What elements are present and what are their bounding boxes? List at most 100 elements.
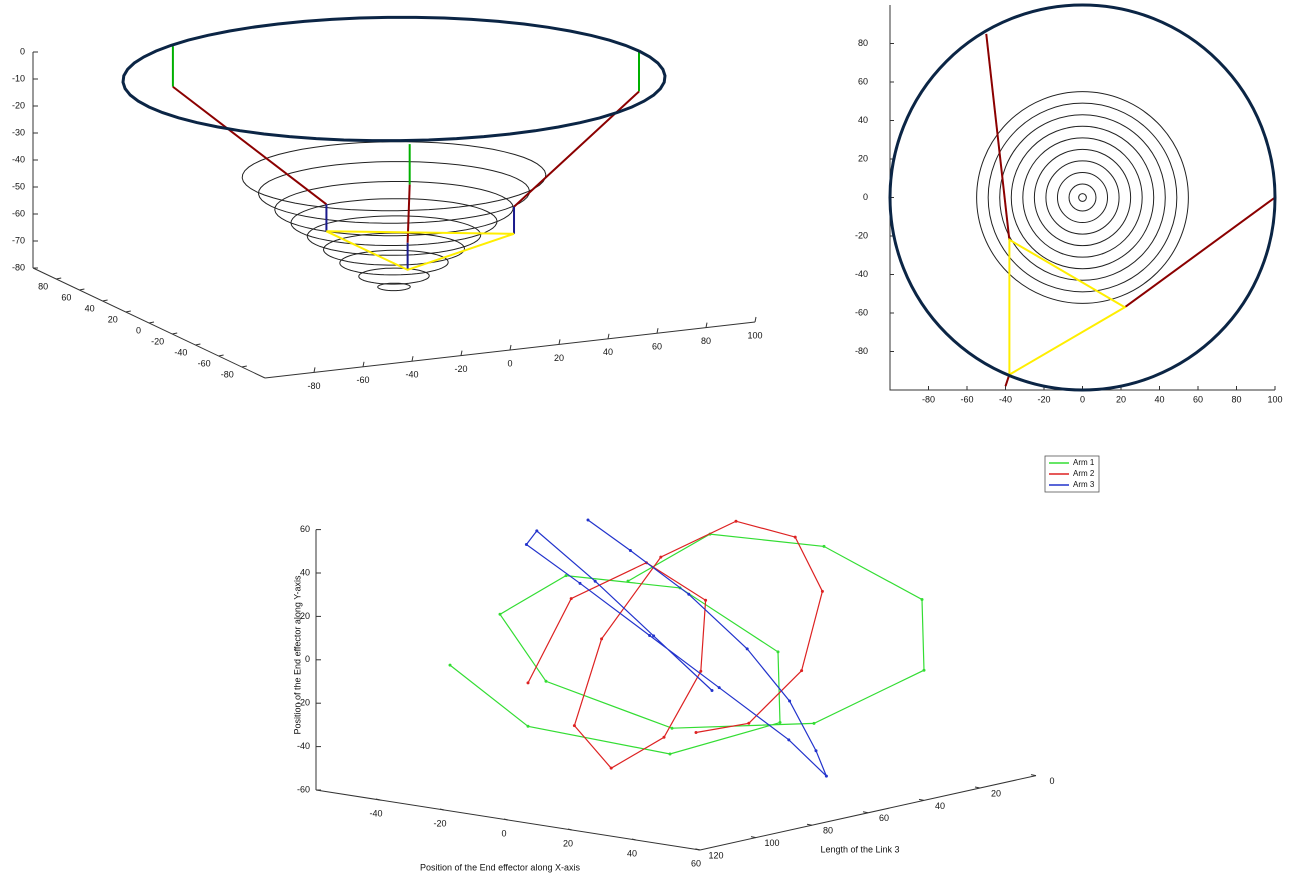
x-tick-label: -20 <box>454 364 467 374</box>
vertex-dot <box>535 529 538 532</box>
spiral-ring <box>1057 172 1107 222</box>
x-tick-label: -60 <box>356 375 369 385</box>
vertex-dot <box>687 593 690 596</box>
tick-mark <box>706 323 707 328</box>
y-tick-label: -40 <box>855 269 868 279</box>
spiral-ring <box>242 142 546 211</box>
vertex-dot <box>923 669 926 672</box>
vertex-dot <box>648 634 651 637</box>
vertex-dot <box>570 597 573 600</box>
y-tick-label: 20 <box>108 314 118 324</box>
figure: -80 -60 -40 -20 0 20 40 60 80 100 -80 -60 -40 -20 0 20 4… <box>0 0 1291 876</box>
vertex-dot <box>794 536 797 539</box>
tick-mark <box>559 339 560 344</box>
vertex-dot <box>527 725 530 728</box>
x-tick-label: 80 <box>1231 394 1241 404</box>
vertex-dot <box>746 647 749 650</box>
y-tick-label: -60 <box>198 358 211 368</box>
x-tick-label: -80 <box>307 381 320 391</box>
spiral-ring <box>977 92 1189 304</box>
legend-label: Arm 3 <box>1073 480 1095 489</box>
y-tick-label: -20 <box>151 336 164 346</box>
vertex-dot <box>587 519 590 522</box>
spiral-ring <box>988 103 1177 292</box>
vertex-dot <box>573 724 576 727</box>
y-tick-label: 60 <box>858 76 868 86</box>
tick-mark <box>1031 775 1036 776</box>
vertex-dot <box>499 613 502 616</box>
spiral-ring <box>1011 126 1153 268</box>
z-tick-label: 60 <box>879 813 889 823</box>
tick-mark <box>695 849 700 850</box>
y-tick-label: 40 <box>858 115 868 125</box>
z-tick-label: 100 <box>764 838 779 848</box>
tick-mark <box>657 328 658 333</box>
vertex-dot <box>629 549 632 552</box>
vertex-dot <box>610 767 613 770</box>
vertex-dot <box>659 556 662 559</box>
legend-label: Arm 1 <box>1073 458 1095 467</box>
tick-mark <box>975 787 980 788</box>
vertex-dot <box>600 637 603 640</box>
z-tick-label: -40 <box>12 154 25 164</box>
spiral-ring <box>1000 115 1166 281</box>
tick-mark <box>510 345 511 350</box>
y-tick-label: 0 <box>305 654 310 664</box>
base-circle <box>123 17 665 140</box>
tick-mark <box>149 322 154 323</box>
tick-mark <box>79 289 84 290</box>
vertex-dot <box>788 700 791 703</box>
arm-link <box>408 185 410 243</box>
x-tick-label: -80 <box>922 394 935 404</box>
vertex-dot <box>545 680 548 683</box>
y-tick-label: -40 <box>297 741 310 751</box>
vertex-dot <box>825 775 828 778</box>
x-tick-label: -40 <box>369 808 382 818</box>
vertex-dot <box>652 634 655 637</box>
z-tick-label: 80 <box>823 826 833 836</box>
x-tick-label: 60 <box>652 342 662 352</box>
y-tick-label: 60 <box>61 292 71 302</box>
tick-mark <box>195 344 200 345</box>
y-tick-label: 0 <box>136 325 141 335</box>
y-tick-label: -20 <box>855 230 868 240</box>
z-axis-label: Length of the Link 3 <box>820 844 899 854</box>
x-axis-label: Position of the End effector along X-axi… <box>420 862 580 872</box>
vertex-dot <box>525 543 528 546</box>
vertex-dot <box>777 650 780 653</box>
z-tick-label: -50 <box>12 181 25 191</box>
z-tick-label: 40 <box>935 801 945 811</box>
z-tick-label: -20 <box>12 100 25 110</box>
vertex-dot <box>779 721 782 724</box>
y-tick-label: -80 <box>855 346 868 356</box>
spiral-ring <box>324 233 465 265</box>
platform <box>1009 240 1124 375</box>
spiral-ring <box>1046 161 1119 234</box>
z-tick-label: -10 <box>12 73 25 83</box>
tick-mark <box>863 812 868 813</box>
vertex-dot <box>669 753 672 756</box>
vertex-dot <box>699 670 702 673</box>
x-tick-label: 40 <box>627 848 637 858</box>
vertex-dot <box>695 731 698 734</box>
x-tick-label: 20 <box>554 353 564 363</box>
x-tick-label: 40 <box>603 347 613 357</box>
z-tick-label: -80 <box>12 262 25 272</box>
vertex-dot <box>821 590 824 593</box>
vertex-dot <box>787 738 790 741</box>
z-tick-label: -60 <box>12 208 25 218</box>
x-tick-label: 0 <box>507 358 512 368</box>
y-tick-label: 0 <box>863 192 868 202</box>
y-tick-label: 80 <box>38 281 48 291</box>
z-tick-label: 0 <box>20 46 25 56</box>
arm-link <box>173 87 327 205</box>
x-tick-label: 40 <box>1154 394 1164 404</box>
vertex-dot <box>579 582 582 585</box>
spiral-ring <box>1069 184 1096 211</box>
y-axis-label: Position of the End effector along Y-axi… <box>292 575 302 734</box>
x-tick-label: -20 <box>1037 394 1050 404</box>
vertex-dot <box>718 686 721 689</box>
series-line <box>526 520 826 776</box>
spiral-ring <box>1034 149 1130 245</box>
vertex-dot <box>594 580 597 583</box>
